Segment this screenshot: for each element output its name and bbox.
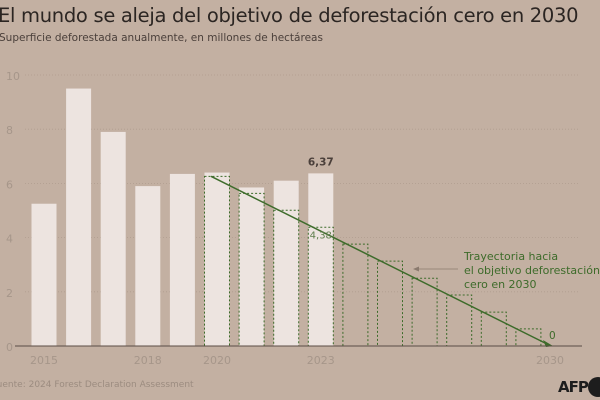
- trajectory-bar-2020: [204, 175, 230, 347]
- y-tick-label: 8: [6, 124, 13, 137]
- trajectory-label: el objetivo deforestación: [464, 264, 600, 277]
- x-tick-label: 2018: [134, 354, 162, 367]
- bar-2021: [239, 187, 265, 346]
- x-tick-label: 2015: [30, 354, 58, 367]
- x-tick-label: 2030: [536, 354, 564, 367]
- trajectory-line: [210, 175, 552, 347]
- afp-logo-mark: [588, 377, 600, 397]
- afp-logo: AFP: [558, 378, 589, 396]
- y-tick-label: 0: [6, 341, 13, 354]
- trajectory-bar-2026: [411, 277, 438, 347]
- bar-2022: [273, 180, 299, 346]
- bar-2020: [204, 172, 230, 346]
- trajectory-bar-2027: [446, 294, 473, 347]
- pointer-arrowhead: [413, 266, 419, 272]
- trajectory-bar-2021: [238, 192, 265, 347]
- y-tick-label: 6: [6, 178, 13, 191]
- trajectory-bar-2028: [480, 311, 507, 347]
- y-tick-label: 2: [6, 287, 13, 300]
- bar-2016: [66, 88, 92, 347]
- source-note: Fuente: 2024 Forest Declaration Assessme…: [0, 380, 194, 390]
- bar-2015: [31, 203, 57, 346]
- x-tick-label: 2023: [307, 354, 335, 367]
- bar-2019: [169, 173, 195, 346]
- bar-2023: [308, 173, 334, 346]
- chart-title: El mundo se aleja del objetivo de defore…: [0, 4, 579, 27]
- bar-2017: [100, 131, 126, 346]
- y-tick-label: 10: [6, 70, 20, 83]
- value-label-trajectory-2023: 4,38: [310, 230, 332, 241]
- trajectory-label: Trayectoria hacia: [463, 250, 558, 263]
- bar-2018: [135, 186, 161, 346]
- trajectory-bar-2025: [377, 260, 403, 347]
- value-label-2023: 6,37: [308, 156, 334, 168]
- trajectory-arrowhead: [543, 340, 553, 347]
- trajectory-bar-2024: [342, 243, 369, 347]
- chart-subtitle: Superficie deforestada anualmente, en mi…: [0, 32, 323, 44]
- trajectory-bar-2029: [515, 328, 542, 347]
- value-label-2030: 0: [549, 330, 556, 342]
- x-tick-label: 2020: [203, 354, 231, 367]
- y-tick-label: 4: [6, 233, 13, 246]
- trajectory-label: cero en 2030: [464, 278, 537, 291]
